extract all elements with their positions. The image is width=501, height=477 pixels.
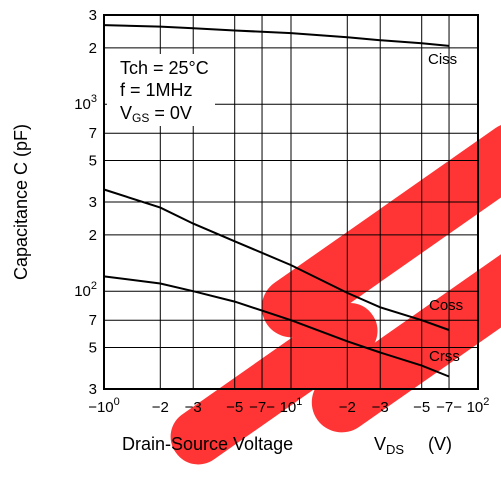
x-tick-label: −100 xyxy=(88,396,120,416)
x-tick-label: −7− xyxy=(436,399,462,416)
x-tick-label: −5 xyxy=(226,399,243,416)
series-lines: Ciss Coss Crss xyxy=(103,24,463,378)
y-tick-labels: 3 2 103 7 5 3 2 102 7 5 3 xyxy=(74,7,97,398)
series-line-coss xyxy=(103,188,450,331)
series-label-coss: Coss xyxy=(429,297,463,314)
y-tick-label: 103 xyxy=(74,93,97,113)
y-tick-label: 102 xyxy=(74,280,97,300)
x-tick-label: −2 xyxy=(152,399,169,416)
y-tick-label: 7 xyxy=(89,125,97,142)
y-tick-label: 3 xyxy=(89,7,97,24)
x-tick-label: −7− xyxy=(249,399,275,416)
series-label-crss: Crss xyxy=(429,348,460,365)
y-tick-label: 7 xyxy=(89,312,97,329)
y-tick-label: 3 xyxy=(89,381,97,398)
x-tick-labels: −100 −2 −3 −5 −7− 101 −2 −3 −5 −7− 102 xyxy=(88,396,489,416)
annotation-vgs: VGS = 0V xyxy=(120,103,192,125)
y-tick-label: 5 xyxy=(89,340,97,357)
x-tick-label: −5 xyxy=(413,399,430,416)
y-tick-label: 2 xyxy=(89,227,97,244)
x-tick-label: −2 xyxy=(339,399,356,416)
x-tick-label: 102 xyxy=(467,396,490,416)
plot-frame xyxy=(103,14,479,390)
annotation-freq: f = 1MHz xyxy=(120,80,193,100)
x-axis-symbol: VDS xyxy=(374,434,404,457)
x-tick-label: −3 xyxy=(372,399,389,416)
y-tick-label: 5 xyxy=(89,153,97,170)
x-tick-label: 101 xyxy=(280,396,303,416)
y-tick-label: 3 xyxy=(89,194,97,211)
y-tick-label: 2 xyxy=(89,40,97,57)
y-axis-label: Capacitance C (pF) xyxy=(11,124,31,280)
x-axis-unit: (V) xyxy=(428,434,452,454)
series-label-ciss: Ciss xyxy=(428,51,457,68)
annotation-box xyxy=(107,54,215,126)
x-axis-label: Drain-Source Voltage xyxy=(122,434,293,454)
series-line-ciss xyxy=(103,24,450,47)
annotation-tch: Tch = 25°C xyxy=(120,58,209,78)
series-line-crss xyxy=(103,275,450,378)
x-tick-label: −3 xyxy=(185,399,202,416)
